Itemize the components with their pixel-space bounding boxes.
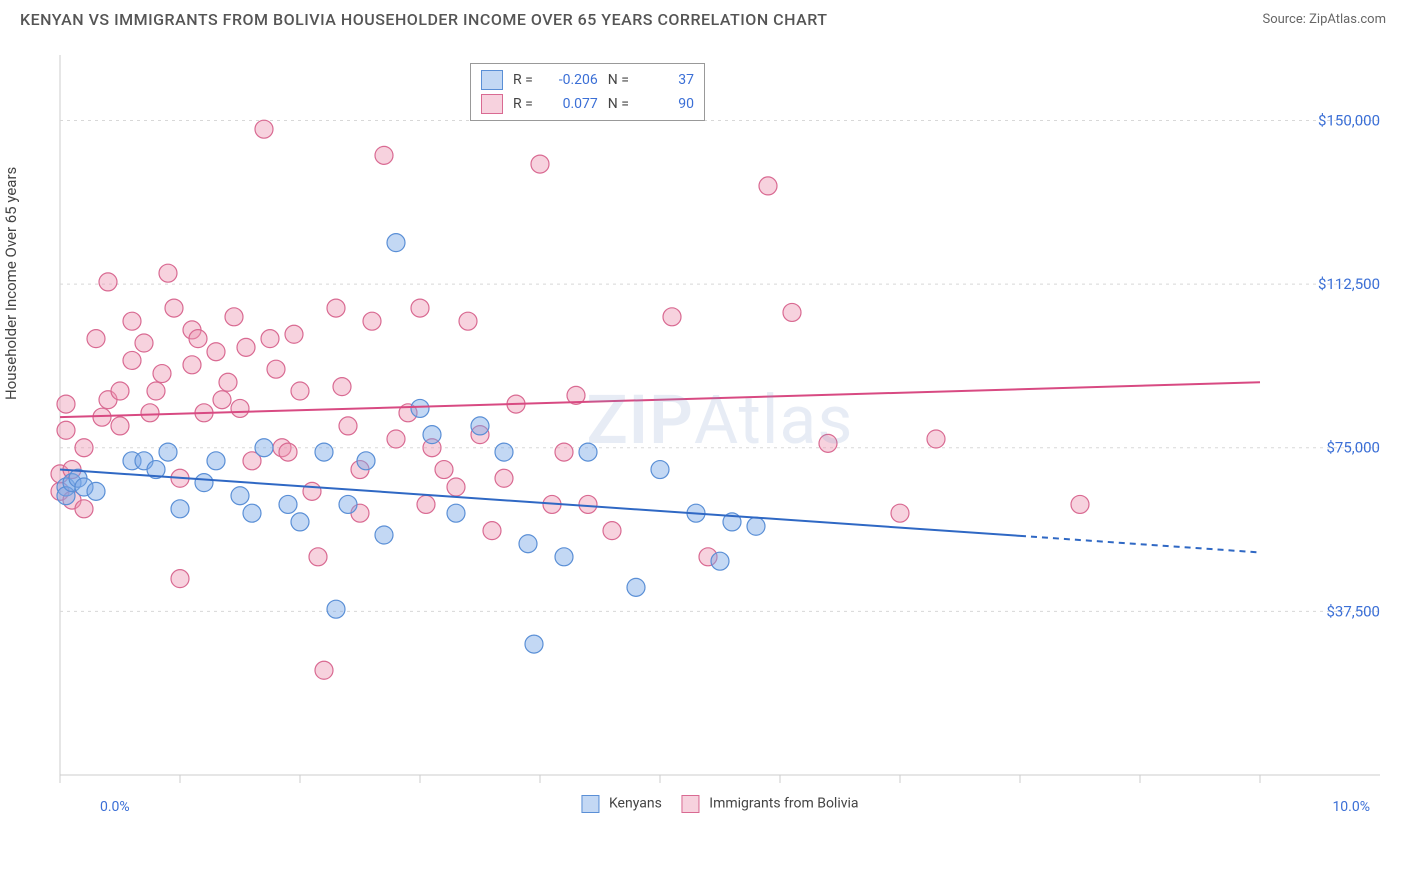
svg-text:$150,000: $150,000 <box>1318 111 1380 129</box>
svg-text:$112,500: $112,500 <box>1318 275 1380 293</box>
x-min-label: 0.0% <box>100 799 130 815</box>
x-axis-labels: 0.0% 10.0% <box>100 799 1370 815</box>
chart-title: KENYAN VS IMMIGRANTS FROM BOLIVIA HOUSEH… <box>20 10 827 29</box>
stats-row-kenyans: R = -0.206 N = 37 <box>481 68 694 92</box>
svg-text:$37,500: $37,500 <box>1326 602 1380 620</box>
svg-text:$75,000: $75,000 <box>1326 439 1380 457</box>
legend-swatch-bolivia <box>481 94 503 114</box>
stats-legend: R = -0.206 N = 37 R = 0.077 N = 90 <box>470 63 705 121</box>
x-max-label: 10.0% <box>1332 799 1370 815</box>
chart-container: $37,500$75,000$112,500$150,000 ZIPAtlas … <box>50 55 1390 815</box>
stats-row-bolivia: R = 0.077 N = 90 <box>481 92 694 116</box>
scatter-chart: $37,500 $75,000 $112,500 $150,000 <box>50 55 1390 815</box>
source-label: Source: ZipAtlas.com <box>1262 12 1386 27</box>
y-axis-label: Householder Income Over 65 years <box>2 167 20 400</box>
legend-swatch-kenyans <box>481 70 503 90</box>
